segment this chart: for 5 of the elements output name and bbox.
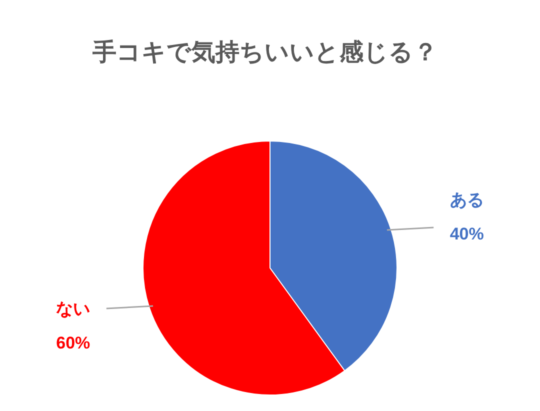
chart-title: 手コキで気持ちいいと感じる？ (92, 37, 438, 68)
slice-label: ない (56, 300, 90, 320)
data-label: 40% (450, 224, 484, 244)
data-label: 60% (56, 334, 90, 353)
slice-label: ある (450, 190, 484, 210)
